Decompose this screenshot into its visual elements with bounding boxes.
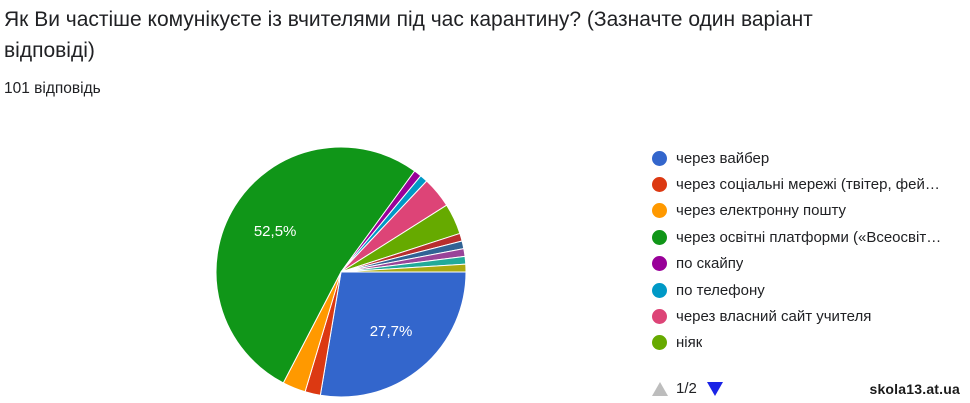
legend-item[interactable]: через електронну пошту xyxy=(652,198,970,224)
legend-label: через власний сайт учителя xyxy=(676,308,872,326)
pie-slice xyxy=(215,146,416,384)
legend-swatch xyxy=(652,177,667,193)
slice-label: 52,5% xyxy=(254,223,297,240)
question-title: Як Ви частіше комунікуєте із вчителями п… xyxy=(4,8,813,62)
legend-item[interactable]: по скайпу xyxy=(652,251,970,277)
pie-slice xyxy=(319,271,467,398)
legend-label: через соціальні мережі (твітер, фей… xyxy=(676,176,940,194)
triangle-up-icon[interactable] xyxy=(652,381,668,396)
legend-label: через вайбер xyxy=(676,149,770,167)
legend-swatch xyxy=(652,256,667,272)
chart-legend: через вайбер через соціальні мережі (твіт… xyxy=(652,145,970,356)
legend-swatch xyxy=(652,203,667,219)
legend-swatch xyxy=(652,150,667,166)
legend-label: ніяк xyxy=(676,334,703,352)
legend-label: через освітні платформи («Всеосвіт… xyxy=(676,228,942,246)
legend-item[interactable]: через соціальні мережі (твітер, фей… xyxy=(652,171,970,197)
triangle-down-icon[interactable] xyxy=(706,381,723,396)
legend-swatch xyxy=(652,335,667,351)
legend-label: по телефону xyxy=(676,281,765,299)
pie-slice xyxy=(340,263,467,273)
slice-label: 27,7% xyxy=(370,323,413,340)
pager-text: 1/2 xyxy=(676,380,697,397)
legend-swatch xyxy=(652,282,667,298)
legend-item[interactable]: через вайбер xyxy=(652,145,970,171)
legend-item[interactable]: через освітні платформи («Всеосвіт… xyxy=(652,224,970,250)
legend-item[interactable]: через власний сайт учителя xyxy=(652,303,970,329)
legend-swatch xyxy=(652,229,667,245)
watermark: skola13.at.ua xyxy=(869,381,960,397)
legend-label: по скайпу xyxy=(676,255,744,273)
legend-item[interactable]: ніяк xyxy=(652,330,970,356)
legend-pager: 1/2 xyxy=(652,380,723,397)
legend-swatch xyxy=(652,309,667,325)
legend-item[interactable]: по телефону xyxy=(652,277,970,303)
legend-label: через електронну пошту xyxy=(676,202,847,220)
response-count: 101 відповідь xyxy=(4,80,101,97)
